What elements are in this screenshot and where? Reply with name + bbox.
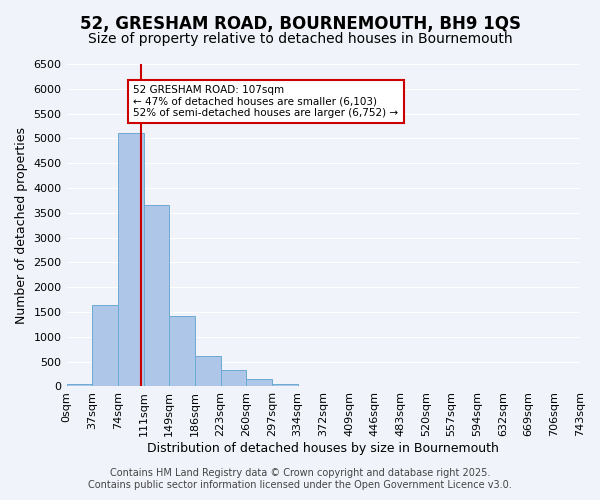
- Text: 52, GRESHAM ROAD, BOURNEMOUTH, BH9 1QS: 52, GRESHAM ROAD, BOURNEMOUTH, BH9 1QS: [79, 15, 521, 33]
- Text: Contains HM Land Registry data © Crown copyright and database right 2025.
Contai: Contains HM Land Registry data © Crown c…: [88, 468, 512, 490]
- Bar: [92, 304, 118, 386]
- Bar: [118, 134, 143, 386]
- Bar: [246, 378, 272, 386]
- Bar: [195, 356, 221, 386]
- Bar: [221, 370, 246, 386]
- Y-axis label: Number of detached properties: Number of detached properties: [15, 126, 28, 324]
- Text: Size of property relative to detached houses in Bournemouth: Size of property relative to detached ho…: [88, 32, 512, 46]
- Bar: [143, 206, 169, 386]
- Bar: [67, 384, 92, 386]
- Text: 52 GRESHAM ROAD: 107sqm
← 47% of detached houses are smaller (6,103)
52% of semi: 52 GRESHAM ROAD: 107sqm ← 47% of detache…: [133, 85, 398, 118]
- Bar: [272, 384, 298, 386]
- X-axis label: Distribution of detached houses by size in Bournemouth: Distribution of detached houses by size …: [148, 442, 499, 455]
- Bar: [169, 316, 195, 386]
